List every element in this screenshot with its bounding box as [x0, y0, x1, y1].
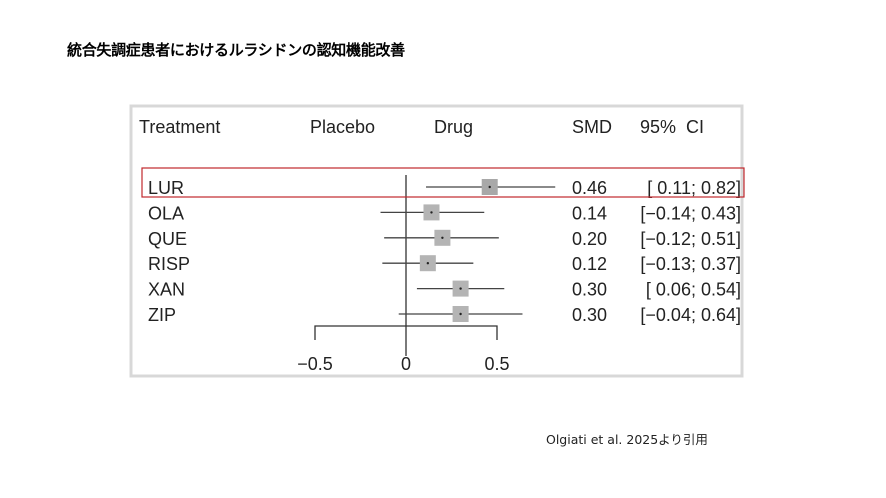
smd-point [459, 312, 462, 316]
smd-point [430, 211, 433, 214]
ci-value: [ 0.11; 0.82] [647, 178, 741, 198]
highlight-box [141, 167, 745, 198]
smd-point [441, 236, 444, 239]
smd-value: 0.12 [572, 254, 607, 274]
smd-value: 0.30 [572, 280, 607, 300]
ci-value: [−0.12; 0.51] [640, 229, 741, 249]
treatment-label: QUE [148, 229, 187, 249]
x-axis [314, 325, 498, 340]
ci-value: [ 0.06; 0.54] [646, 280, 741, 300]
smd-value: 0.20 [572, 229, 607, 249]
smd-point [459, 287, 462, 290]
smd-value: 0.30 [572, 305, 607, 325]
smd-point [426, 262, 430, 265]
ci-value: [−0.04; 0.64] [640, 305, 741, 325]
header-treatment: Treatment [139, 117, 220, 137]
ci-value: [−0.13; 0.37] [640, 254, 741, 274]
smd-point [488, 185, 491, 189]
smd-value: 0.14 [572, 203, 607, 223]
header-placebo: Placebo [310, 117, 375, 137]
treatment-label: OLA [148, 203, 184, 223]
header-ci: 95% CI [640, 117, 704, 137]
treatment-label: XAN [148, 280, 185, 300]
x-tick-label: 0.5 [484, 354, 509, 374]
header-smd: SMD [572, 117, 612, 137]
treatment-label: ZIP [148, 305, 176, 325]
header-drug: Drug [434, 117, 473, 137]
treatment-label: RISP [148, 254, 190, 274]
smd-value: 0.46 [572, 178, 607, 198]
x-tick-label: 0 [401, 354, 411, 374]
slide-title: 統合失調症患者におけるルラシドンの認知機能改善 [67, 41, 405, 59]
ci-value: [−0.14; 0.43] [640, 203, 741, 223]
citation: Olgiati et al. 2025より引用 [546, 432, 708, 447]
treatment-label: LUR [148, 178, 184, 198]
x-tick-label: −0.5 [297, 354, 333, 374]
